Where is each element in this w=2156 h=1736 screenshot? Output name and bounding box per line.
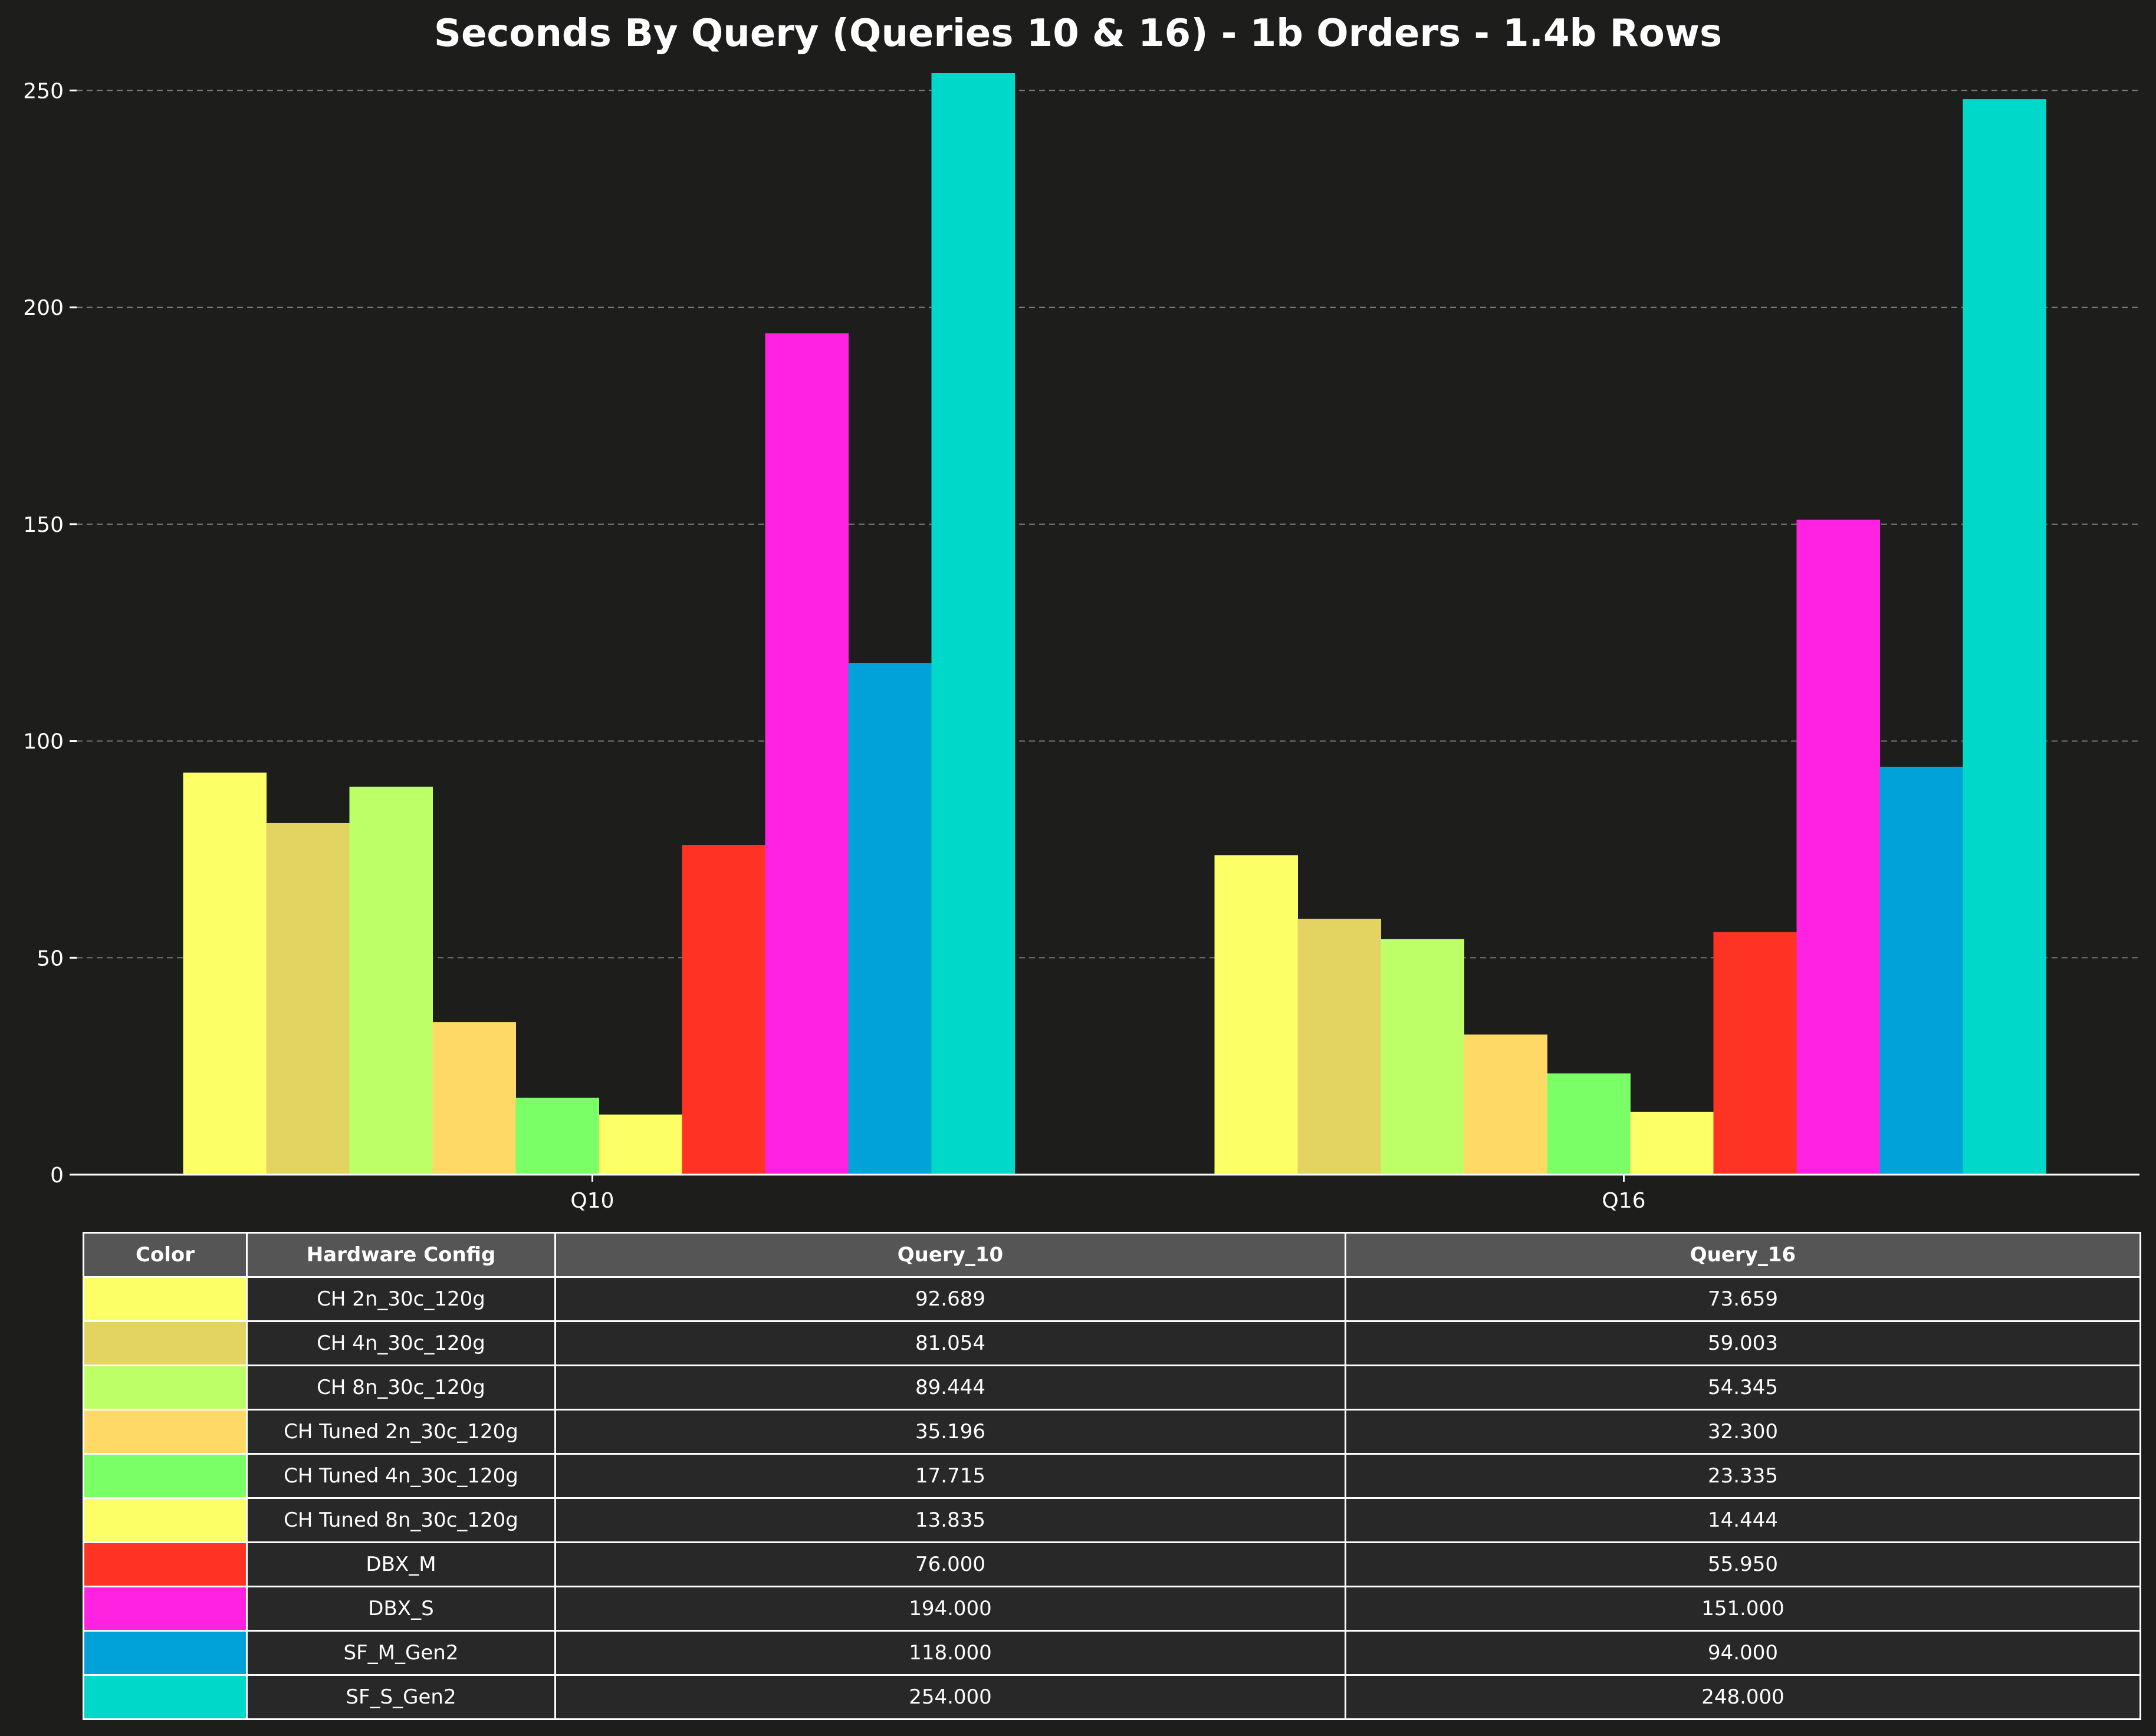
config-cell: DBX_M xyxy=(246,1541,556,1587)
bar xyxy=(1963,99,2046,1175)
y-tick-label: 50 xyxy=(37,946,64,971)
x-tick-label: Q16 xyxy=(1602,1189,1645,1213)
query-10-cell: 92.689 xyxy=(554,1276,1346,1322)
y-tick-label: 0 xyxy=(50,1163,64,1188)
table-row: CH Tuned 8n_30c_120g 13.835 14.444 xyxy=(83,1497,2141,1543)
bar xyxy=(1630,1112,1714,1175)
query-10-cell: 35.196 xyxy=(554,1409,1346,1455)
bar xyxy=(183,772,267,1175)
color-swatch xyxy=(83,1630,248,1676)
query-10-cell: 118.000 xyxy=(554,1630,1346,1676)
config-cell: DBX_S xyxy=(246,1586,556,1632)
table-row: CH Tuned 2n_30c_120g 35.196 32.300 xyxy=(83,1409,2141,1455)
table-row: DBX_M 76.000 55.950 xyxy=(83,1541,2141,1587)
bar xyxy=(515,1097,599,1175)
x-tick-label: Q10 xyxy=(570,1189,614,1213)
table-row: CH 4n_30c_120g 81.054 59.003 xyxy=(83,1320,2141,1366)
color-swatch xyxy=(83,1409,248,1455)
color-swatch xyxy=(83,1276,248,1322)
table-row: CH 2n_30c_120g 92.689 73.659 xyxy=(83,1276,2141,1322)
y-tick-label: 250 xyxy=(23,79,64,103)
color-swatch xyxy=(83,1497,248,1543)
table-row: CH 8n_30c_120g 89.444 54.345 xyxy=(83,1365,2141,1410)
bar xyxy=(1879,767,1963,1175)
header-query-10: Query_10 xyxy=(554,1232,1346,1278)
bar xyxy=(1547,1073,1631,1175)
query-16-cell: 73.659 xyxy=(1345,1276,2141,1322)
query-16-cell: 23.335 xyxy=(1345,1453,2141,1499)
bar xyxy=(1464,1034,1547,1175)
color-swatch xyxy=(83,1453,248,1499)
bar xyxy=(266,823,350,1175)
table-row: CH Tuned 4n_30c_120g 17.715 23.335 xyxy=(83,1453,2141,1499)
query-16-cell: 151.000 xyxy=(1345,1586,2141,1632)
config-cell: CH 2n_30c_120g xyxy=(246,1276,556,1322)
table-row: SF_S_Gen2 254.000 248.000 xyxy=(83,1674,2141,1720)
query-10-cell: 13.835 xyxy=(554,1497,1346,1543)
bar xyxy=(599,1114,682,1175)
query-10-cell: 17.715 xyxy=(554,1453,1346,1499)
config-cell: SF_M_Gen2 xyxy=(246,1630,556,1676)
query-10-cell: 254.000 xyxy=(554,1674,1346,1720)
bar xyxy=(931,73,1015,1175)
bar xyxy=(765,333,849,1175)
query-16-cell: 59.003 xyxy=(1345,1320,2141,1366)
query-10-cell: 194.000 xyxy=(554,1586,1346,1632)
header-query-16: Query_16 xyxy=(1345,1232,2141,1278)
query-16-cell: 55.950 xyxy=(1345,1541,2141,1587)
query-16-cell: 32.300 xyxy=(1345,1409,2141,1455)
config-cell: CH 4n_30c_120g xyxy=(246,1320,556,1366)
bars xyxy=(183,73,2046,1175)
bar xyxy=(1713,932,1797,1175)
color-swatch xyxy=(83,1365,248,1410)
bar xyxy=(1297,919,1381,1175)
color-swatch xyxy=(83,1586,248,1632)
query-16-cell: 54.345 xyxy=(1345,1365,2141,1410)
table-header-row: Color Hardware Config Query_10 Query_16 xyxy=(83,1232,2141,1278)
bar xyxy=(432,1022,516,1175)
table-row: SF_M_Gen2 118.000 94.000 xyxy=(83,1630,2141,1676)
y-tick-label: 200 xyxy=(23,296,64,320)
color-swatch xyxy=(83,1541,248,1587)
config-cell: SF_S_Gen2 xyxy=(246,1674,556,1720)
query-16-cell: 94.000 xyxy=(1345,1630,2141,1676)
query-16-cell: 248.000 xyxy=(1345,1674,2141,1720)
bar xyxy=(1796,520,1880,1175)
bar xyxy=(1214,855,1298,1175)
table-row: DBX_S 194.000 151.000 xyxy=(83,1586,2141,1632)
header-color: Color xyxy=(83,1232,248,1278)
query-10-cell: 76.000 xyxy=(554,1541,1346,1587)
query-10-cell: 81.054 xyxy=(554,1320,1346,1366)
query-16-cell: 14.444 xyxy=(1345,1497,2141,1543)
config-cell: CH 8n_30c_120g xyxy=(246,1365,556,1410)
header-hardware-config: Hardware Config xyxy=(246,1232,556,1278)
config-cell: CH Tuned 2n_30c_120g xyxy=(246,1409,556,1455)
query-10-cell: 89.444 xyxy=(554,1365,1346,1410)
config-cell: CH Tuned 4n_30c_120g xyxy=(246,1453,556,1499)
color-swatch xyxy=(83,1674,248,1720)
axes: 0 50 100 150 200 250 Q10 Q16 xyxy=(23,79,2139,1213)
color-swatch xyxy=(83,1320,248,1366)
y-tick-label: 150 xyxy=(23,513,64,537)
bar xyxy=(682,845,765,1175)
bar xyxy=(1381,939,1464,1175)
bar xyxy=(848,663,932,1175)
y-tick-label: 100 xyxy=(23,730,64,754)
config-cell: CH Tuned 8n_30c_120g xyxy=(246,1497,556,1543)
data-table: Color Hardware Config Query_10 Query_16 … xyxy=(83,1232,2141,1720)
chart-title: Seconds By Query (Queries 10 & 16) - 1b … xyxy=(434,12,1722,55)
bar xyxy=(349,787,433,1175)
